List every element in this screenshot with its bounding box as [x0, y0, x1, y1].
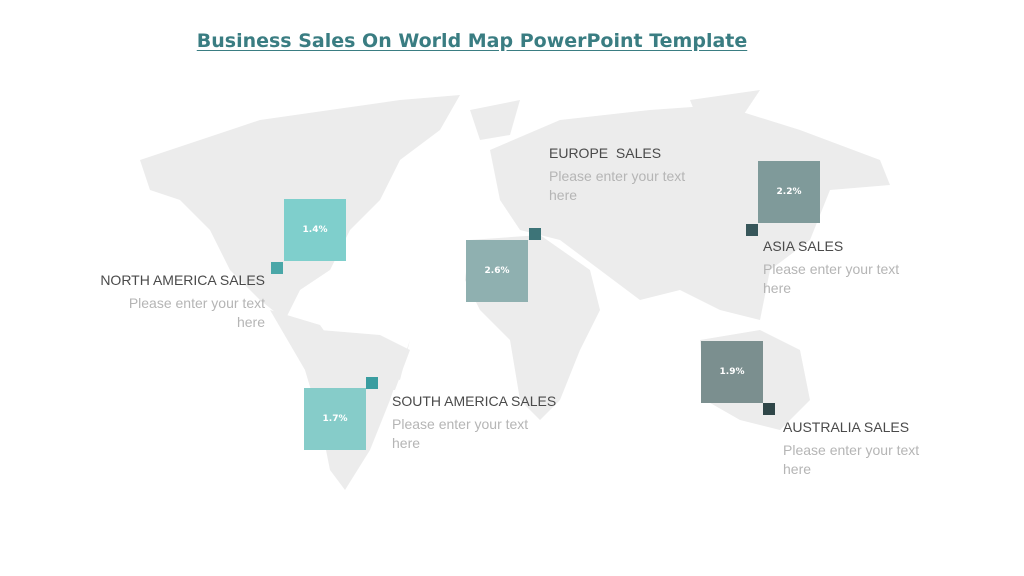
marker: [271, 262, 283, 274]
marker: [529, 228, 541, 240]
region-text: Please enter your text here: [549, 168, 686, 203]
region-name: NORTH AMERICA SALES: [100, 272, 265, 288]
region-label: SOUTH AMERICA SALES Please enter your te…: [392, 393, 582, 453]
region-name: AUSTRALIA SALES: [783, 419, 910, 435]
marker: [746, 224, 758, 236]
value-box: 1.9%: [701, 341, 763, 403]
region-name: ASIA SALES: [763, 238, 844, 254]
region-text: Please enter your text here: [763, 261, 900, 296]
region-label: ASIA SALES Please enter your text here: [763, 238, 953, 298]
marker: [763, 403, 775, 415]
region-name: EUROPE SALES: [549, 145, 662, 161]
title: Business Sales On World Map PowerPoint T…: [196, 30, 748, 52]
region-text: Please enter your text here: [128, 295, 265, 330]
region-name: SOUTH AMERICA SALES: [392, 393, 557, 409]
marker: [366, 377, 378, 389]
value-box: 1.4%: [284, 199, 346, 261]
region-label: EUROPE SALES Please enter your text here: [549, 145, 739, 205]
region-label: AUSTRALIA SALES Please enter your text h…: [783, 419, 973, 479]
region-text: Please enter your text here: [392, 416, 529, 451]
value-box: 2.6%: [466, 240, 528, 302]
region-label: NORTH AMERICA SALES Please enter your te…: [75, 272, 265, 332]
value-box: 2.2%: [758, 161, 820, 223]
value-box: 1.7%: [304, 388, 366, 450]
region-text: Please enter your text here: [783, 442, 920, 477]
